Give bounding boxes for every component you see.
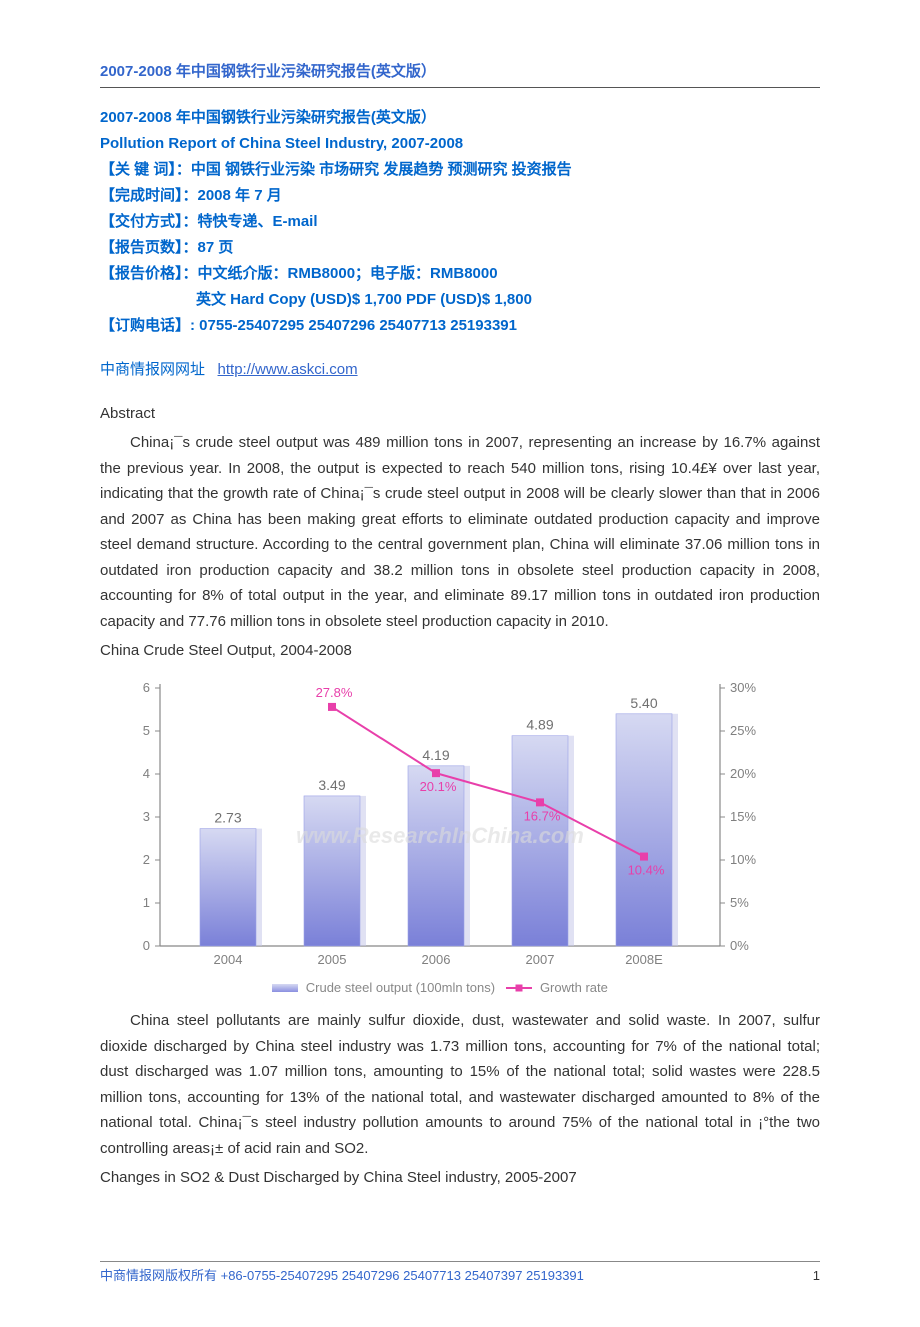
abstract-paragraph-2: China steel pollutants are mainly sulfur… [100,1008,820,1161]
price-line-2-text: 英文 Hard Copy (USD)$ 1,700 PDF (USD)$ 1,8… [196,291,532,308]
delivery-line: 【交付方式】：特快专递、E-mail [100,210,820,234]
svg-text:0%: 0% [730,938,749,953]
svg-text:2004: 2004 [214,952,243,967]
svg-text:25%: 25% [730,723,756,738]
svg-text:5.40: 5.40 [630,694,657,710]
svg-text:2: 2 [143,852,150,867]
svg-text:1: 1 [143,895,150,910]
abstract-heading: Abstract [100,402,820,426]
footer-rule [100,1261,820,1262]
svg-text:4: 4 [143,766,150,781]
crude-steel-output-chart: 0 1 2 3 4 5 6 0% 5% 10% 15% 20% 25% 30% 2.73 2004 3.49 20… [110,674,770,999]
chart-1-title: China Crude Steel Output, 2004-2008 [100,638,820,664]
page-header-title: 2007-2008 年中国钢铁行业污染研究报告(英文版） [100,60,820,84]
svg-text:4.89: 4.89 [526,716,553,732]
svg-text:20%: 20% [730,766,756,781]
report-title-cn: 2007-2008 年中国钢铁行业污染研究报告(英文版） [100,106,820,130]
svg-text:3.49: 3.49 [318,776,345,792]
pages-line: 【报告页数】：87 页 [100,236,820,260]
chart-2-title: Changes in SO2 & Dust Discharged by Chin… [100,1165,820,1191]
chart-svg: 0 1 2 3 4 5 6 0% 5% 10% 15% 20% 25% 30% 2.73 2004 3.49 20… [110,674,770,974]
svg-text:5%: 5% [730,895,749,910]
svg-text:27.8%: 27.8% [316,684,353,699]
svg-text:30%: 30% [730,680,756,695]
report-title-en: Pollution Report of China Steel Industry… [100,132,820,156]
phone-line: 【订购电话】: 0755-25407295 25407296 25407713 … [100,314,820,338]
abstract-paragraph-1: China¡¯s crude steel output was 489 mill… [100,430,820,634]
footer-page-number: 1 [813,1266,820,1287]
svg-text:2.73: 2.73 [214,809,241,825]
svg-text:5: 5 [143,723,150,738]
site-label-text: 中商情报网网址 [100,361,205,378]
svg-text:10.4%: 10.4% [628,862,665,877]
chart-legend: Crude steel output (100mln tons) Growth … [110,978,770,999]
price-line-1: 【报告价格】：中文纸介版：RMB8000；电子版：RMB8000 [100,262,820,286]
svg-text:0: 0 [143,938,150,953]
site-line: 中商情报网网址 http://www.askci.com [100,358,820,382]
completion-line: 【完成时间】：2008 年 7 月 [100,184,820,208]
price-line-2: 英文 Hard Copy (USD)$ 1,700 PDF (USD)$ 1,8… [100,288,820,312]
svg-text:10%: 10% [730,852,756,867]
header-rule [100,87,820,88]
legend-line-swatch [506,987,532,989]
svg-text:15%: 15% [730,809,756,824]
svg-text:www.ResearchInChina.com: www.ResearchInChina.com [296,823,584,848]
svg-text:2008E: 2008E [625,952,663,967]
footer-copyright: 中商情报网版权所有 +86-0755-25407295 25407296 254… [100,1268,584,1283]
site-link[interactable]: http://www.askci.com [218,361,358,378]
legend-bar-label: Crude steel output (100mln tons) [306,980,495,995]
svg-text:2005: 2005 [318,952,347,967]
svg-text:2006: 2006 [422,952,451,967]
legend-line-label: Growth rate [540,980,608,995]
page-footer: 中商情报网版权所有 +86-0755-25407295 25407296 254… [100,1261,820,1287]
legend-bar-swatch [272,984,298,992]
keywords-line: 【关 键 词】：中国 钢铁行业污染 市场研究 发展趋势 预测研究 投资报告 [100,158,820,182]
svg-text:20.1%: 20.1% [420,779,457,794]
svg-text:6: 6 [143,680,150,695]
svg-text:3: 3 [143,809,150,824]
svg-text:2007: 2007 [526,952,555,967]
svg-text:4.19: 4.19 [422,746,449,762]
svg-text:16.7%: 16.7% [524,808,561,823]
